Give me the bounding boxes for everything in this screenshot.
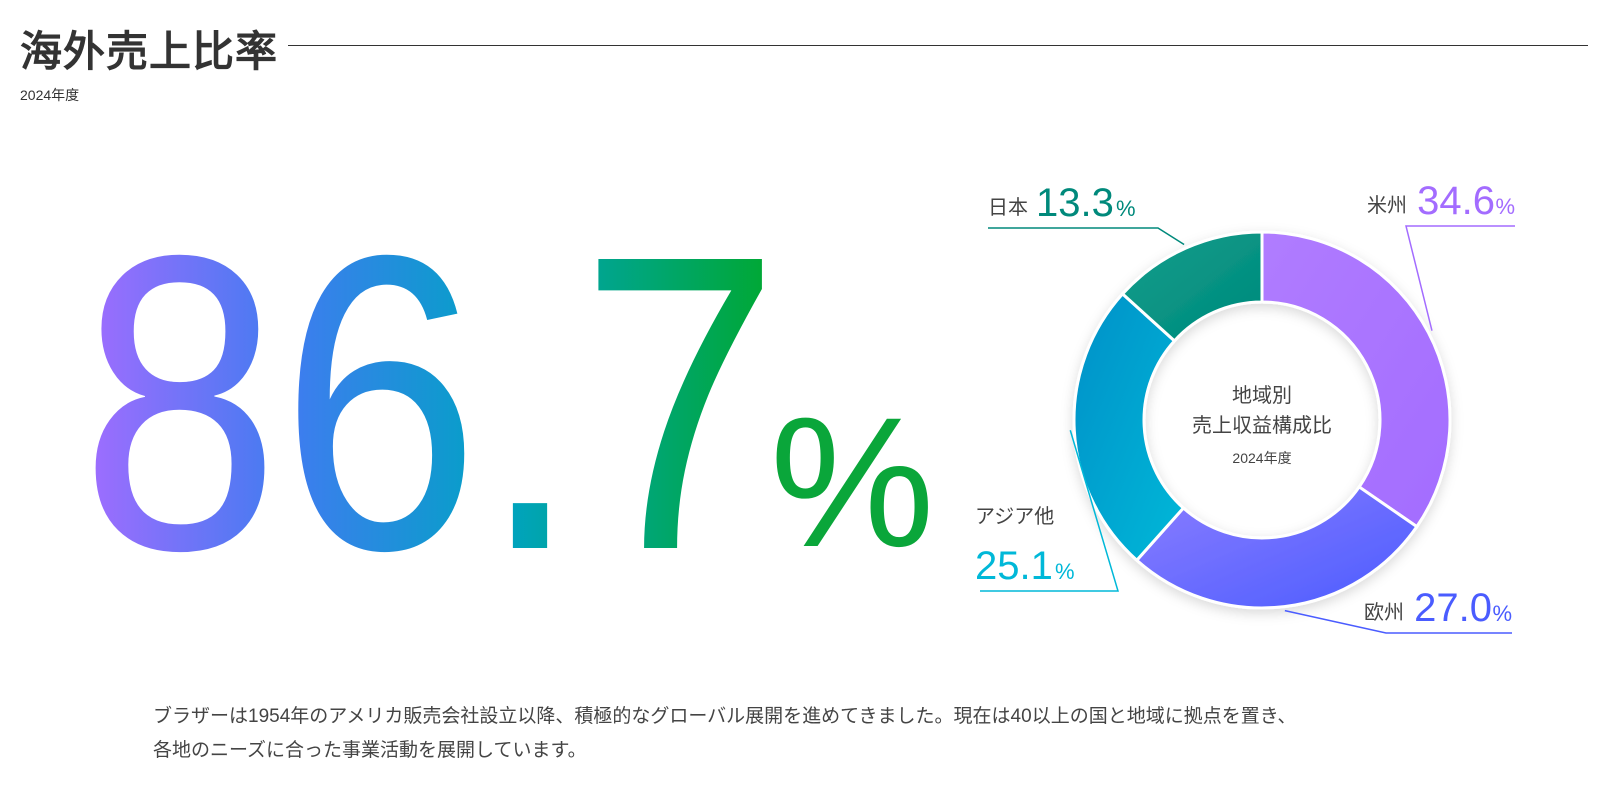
donut-year: 2024年度	[1232, 450, 1291, 466]
slice-value-1: 27.0	[1414, 586, 1492, 630]
page-header: 海外売上比率 2024年度	[20, 18, 1592, 108]
leader-line-2	[980, 430, 1120, 592]
donut-title: 地域別	[1232, 384, 1292, 407]
description-line-2: 各地のニーズに合った事業活動を展開しています。	[153, 740, 587, 761]
slice-unit-2: %	[1055, 559, 1075, 584]
description: ブラザーは1954年のアメリカ販売会社設立以降、積極的なグローバル展開を進めてき…	[153, 700, 1473, 768]
donut-slice-0	[1260, 230, 1452, 529]
donut-title-line2: 売上収益構成比	[1192, 414, 1332, 437]
slice-value-0: 34.6	[1417, 179, 1495, 223]
donut-slice-1	[1134, 484, 1419, 610]
slice-value-2: 25.1	[975, 544, 1053, 588]
slice-label-3: 日本	[988, 196, 1028, 219]
slice-unit-1: %	[1492, 601, 1512, 626]
page-subtitle: 2024年度	[20, 87, 80, 103]
hero-value: 86.7	[80, 220, 780, 580]
slice-unit-0: %	[1495, 194, 1515, 219]
hero-unit: %	[770, 380, 935, 580]
slice-value-3: 13.3	[1036, 181, 1114, 225]
slice-label-0: 米州	[1367, 194, 1407, 217]
hero-percentage: 86.7 %	[80, 220, 935, 580]
leader-line-0	[1405, 225, 1515, 331]
leader-line-3	[988, 227, 1185, 246]
title-rule	[288, 45, 1588, 46]
leader-line-1	[1284, 609, 1512, 634]
description-line-1: ブラザーは1954年のアメリカ販売会社設立以降、積極的なグローバル展開を進めてき…	[153, 706, 1297, 727]
page-title: 海外売上比率	[20, 27, 279, 76]
slice-label-2: アジア他	[975, 505, 1054, 528]
slice-label-1: 欧州	[1364, 601, 1404, 624]
slice-unit-3: %	[1116, 196, 1136, 221]
donut-slice-3	[1120, 230, 1264, 343]
